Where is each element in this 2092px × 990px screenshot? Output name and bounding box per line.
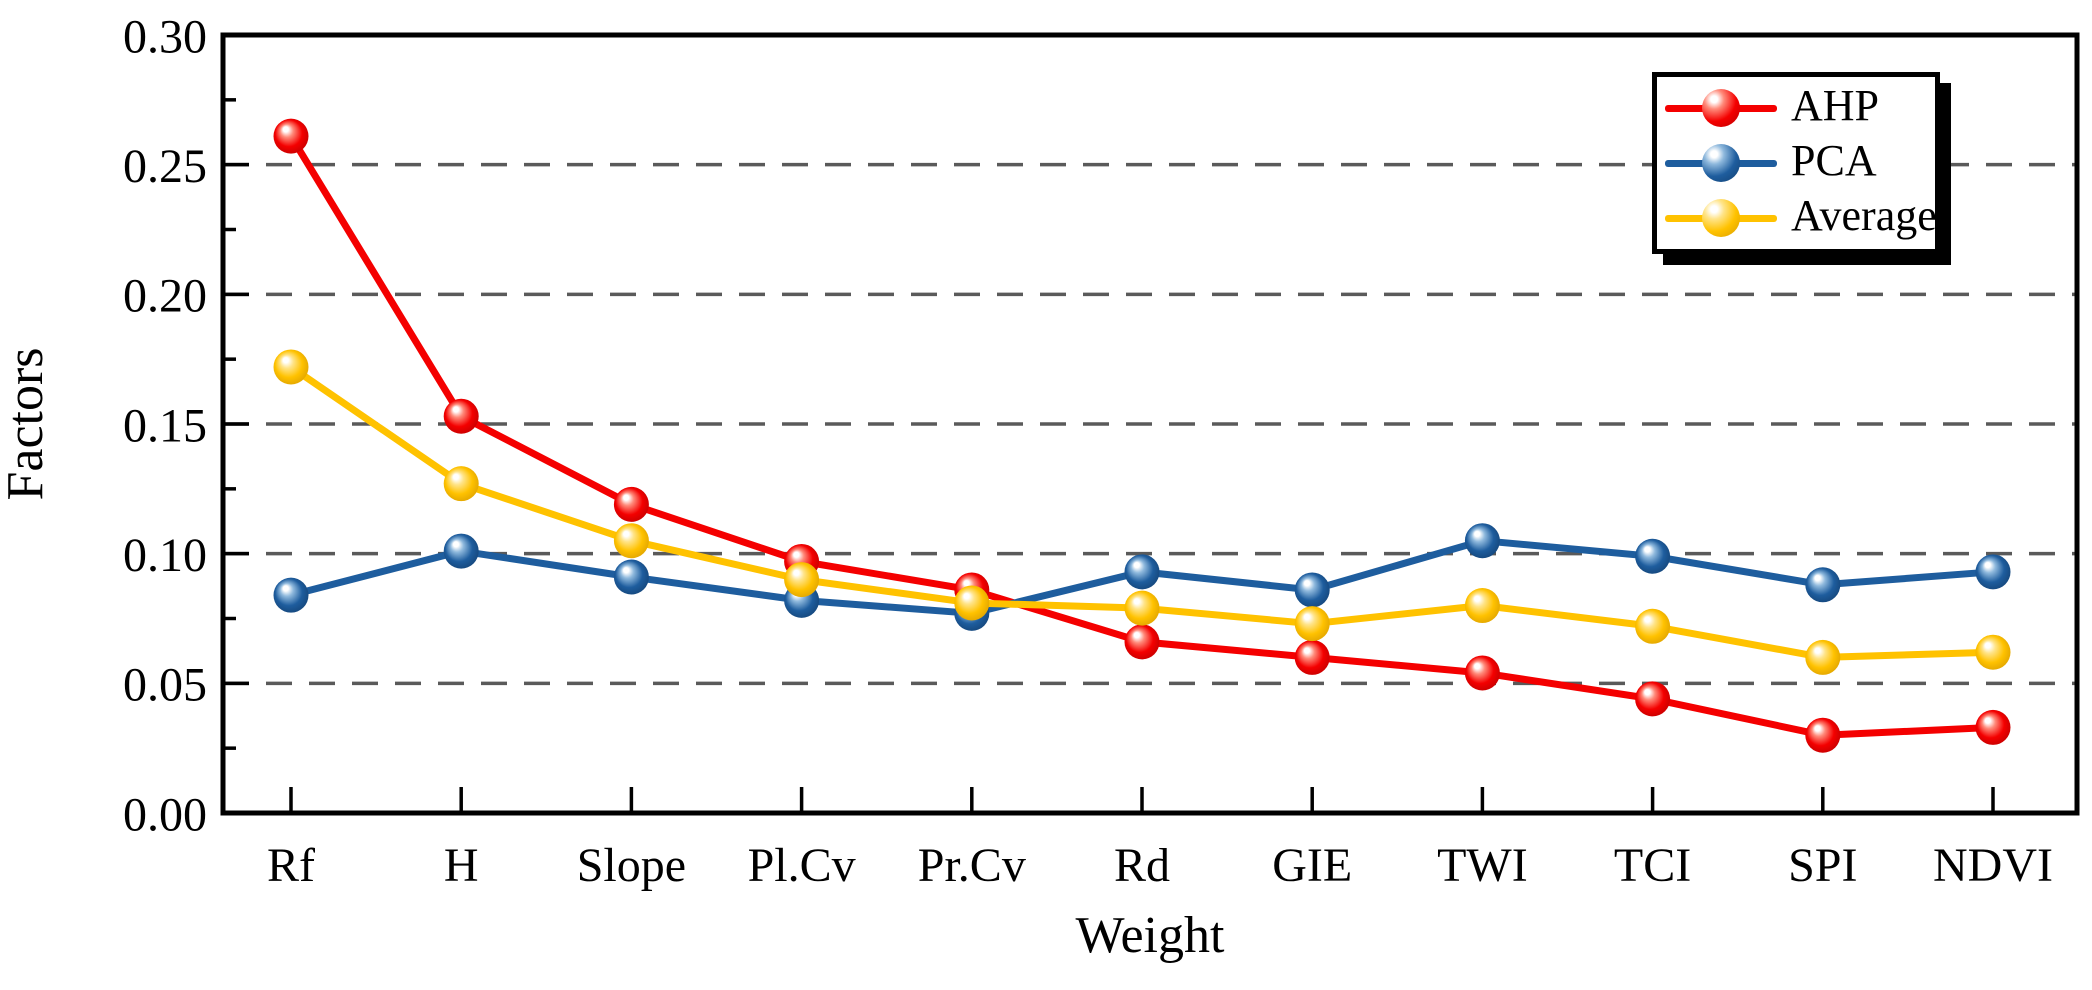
y-tick-label: 0.10 xyxy=(123,529,207,582)
y-tick-label: 0.15 xyxy=(123,399,207,452)
marker-average-slope xyxy=(613,523,649,559)
x-tick-label: Slope xyxy=(577,839,686,892)
x-tick-label: TCI xyxy=(1614,839,1691,892)
marker-average-spi xyxy=(1805,639,1841,675)
legend-label-average: Average xyxy=(1791,190,1937,240)
marker-pca-slope xyxy=(613,559,649,595)
marker-average-rf xyxy=(273,349,309,385)
x-tick-label: NDVI xyxy=(1933,839,2053,892)
y-tick-label: 0.25 xyxy=(123,140,207,193)
marker-average-h xyxy=(443,466,479,502)
x-tick-label: SPI xyxy=(1788,839,1857,892)
marker-pca-twi xyxy=(1464,523,1500,559)
legend-label-ahp: AHP xyxy=(1791,81,1880,131)
legend-item-average: Average xyxy=(1665,193,1937,240)
marker-average-gie xyxy=(1294,606,1330,642)
marker-ahp-rf xyxy=(273,118,309,154)
marker-pca-gie xyxy=(1294,572,1330,608)
y-tick-label: 0.00 xyxy=(123,788,207,841)
marker-average-pl.cv xyxy=(784,562,820,598)
marker-ahp-tci xyxy=(1635,681,1671,717)
legend-marker-ahp-icon xyxy=(1665,86,1777,130)
marker-ahp-h xyxy=(443,398,479,434)
x-tick-label: Pl.Cv xyxy=(748,839,856,892)
x-tick-label: Rf xyxy=(267,839,315,892)
y-tick-label: 0.05 xyxy=(123,659,207,712)
x-tick-label: Rd xyxy=(1114,839,1170,892)
x-tick-label: GIE xyxy=(1272,839,1352,892)
marker-ahp-rd xyxy=(1124,624,1160,660)
axis-ticks xyxy=(223,98,1995,813)
marker-average-rd xyxy=(1124,590,1160,626)
marker-ahp-ndvi xyxy=(1975,709,2011,745)
marker-ahp-slope xyxy=(613,486,649,522)
y-tick-label: 0.30 xyxy=(123,10,207,63)
legend-ball-icon xyxy=(1702,198,1740,237)
gridlines xyxy=(223,162,2077,686)
marker-average-tci xyxy=(1635,608,1671,644)
legend-item-ahp: AHP xyxy=(1665,81,1927,131)
marker-pca-ndvi xyxy=(1975,554,2011,590)
legend-marker-pca-icon xyxy=(1665,141,1777,185)
marker-ahp-gie xyxy=(1294,639,1330,675)
y-tick-labels: 0.00 0.05 0.10 0.15 0.20 0.25 0.30 xyxy=(123,10,207,841)
legend-item-pca: PCA xyxy=(1665,135,1927,185)
marker-pca-tci xyxy=(1635,538,1671,574)
legend-ball-icon xyxy=(1702,89,1740,128)
marker-ahp-spi xyxy=(1805,717,1841,753)
legend: AHP PCA Average xyxy=(1652,72,1940,254)
marker-pca-rf xyxy=(273,577,309,613)
x-axis-title: Weight xyxy=(1076,907,1225,964)
x-tick-label: H xyxy=(444,839,479,892)
legend-ball-icon xyxy=(1702,143,1740,182)
marker-pca-h xyxy=(443,533,479,569)
marker-pca-rd xyxy=(1124,554,1160,590)
marker-average-ndvi xyxy=(1975,634,2011,670)
legend-label-pca: PCA xyxy=(1791,135,1877,185)
marker-ahp-twi xyxy=(1464,655,1500,691)
marker-pca-spi xyxy=(1805,567,1841,603)
y-tick-label: 0.20 xyxy=(123,270,207,323)
marker-average-pr.cv xyxy=(954,585,990,621)
x-tick-labels: Rf H Slope Pl.Cv Pr.Cv Rd GIE TWI TCI SPI NDVI xyxy=(267,839,2053,892)
y-axis-title: Factors xyxy=(0,347,54,500)
legend-marker-average-icon xyxy=(1665,196,1777,240)
marker-average-twi xyxy=(1464,588,1500,624)
x-tick-label: Pr.Cv xyxy=(918,839,1026,892)
x-tick-label: TWI xyxy=(1437,839,1528,892)
